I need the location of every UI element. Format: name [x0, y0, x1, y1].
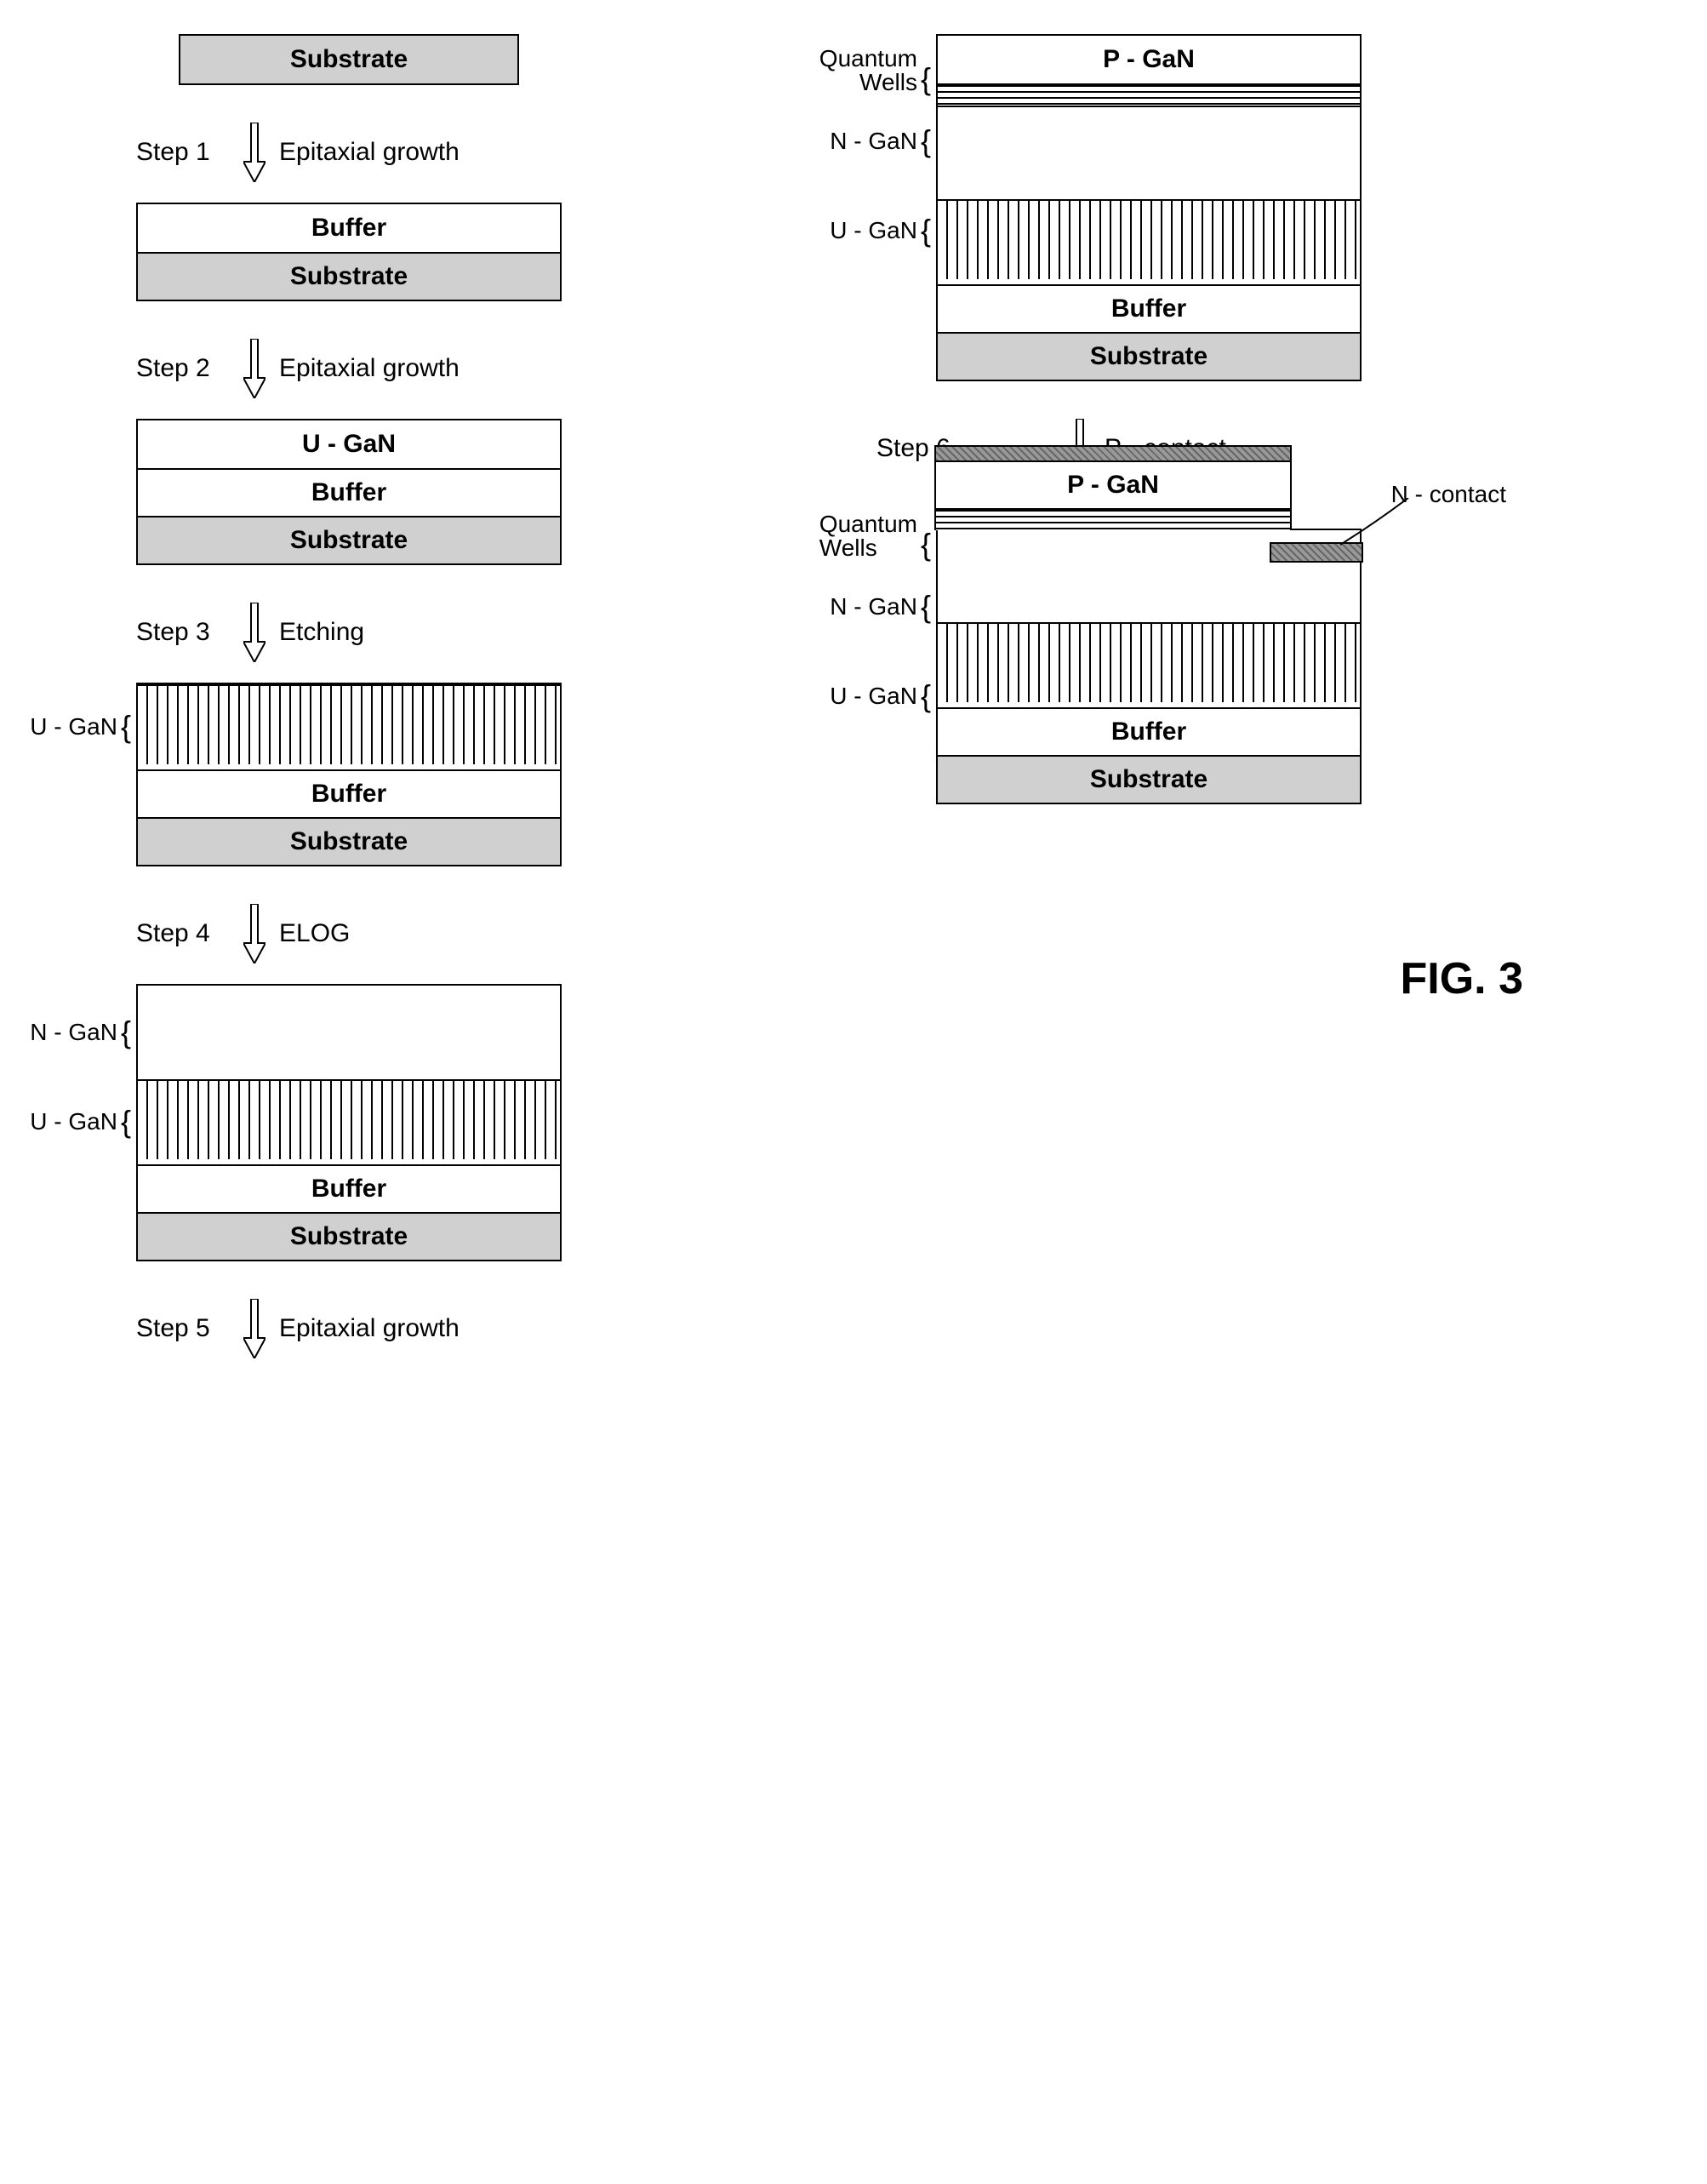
layer-qw	[938, 83, 1360, 106]
layer-label: Buffer	[311, 1175, 386, 1203]
side-label-qw: Quantum Wells	[819, 512, 917, 560]
stage-1: Substrate Buffer	[26, 203, 774, 301]
layer-ugan-nano	[138, 684, 560, 769]
layer-label: Substrate	[290, 827, 408, 856]
layer-label: Buffer	[311, 214, 386, 243]
layer-label: Substrate	[290, 1222, 408, 1251]
side-label-ugan: U - GaN	[30, 1108, 117, 1135]
action-label: Epitaxial growth	[279, 138, 460, 167]
left-column: Substrate Step 1 Epitaxial growth Substr…	[26, 34, 774, 1379]
layer-label: P - GaN	[1103, 45, 1195, 74]
action-label: Epitaxial growth	[279, 1314, 460, 1343]
layer-pgan: P - GaN	[936, 460, 1290, 508]
stage-3: U - GaN{ Substrate Buffer	[26, 683, 774, 866]
layer-label: Buffer	[1111, 718, 1186, 746]
step-label: Step 4	[136, 919, 230, 948]
brace-icon: {	[917, 529, 931, 560]
stage-5: Quantum Wells{ N - GaN{ U - GaN{ Substra…	[808, 34, 1557, 381]
arrow-step-2: Step 2 Epitaxial growth	[136, 339, 774, 398]
layer-pgan: P - GaN	[938, 36, 1360, 83]
step-label: Step 5	[136, 1314, 230, 1343]
brace-icon: {	[117, 712, 131, 742]
layer-substrate: Substrate	[180, 36, 517, 83]
brace-icon: {	[917, 64, 931, 94]
layer-substrate: Substrate	[138, 1212, 560, 1260]
layer-label: Substrate	[1090, 342, 1207, 371]
brace-icon: {	[117, 1017, 131, 1048]
ncontact-leader: N - contact	[1391, 481, 1506, 508]
layer-substrate: Substrate	[138, 252, 560, 300]
layer-ugan-nano	[138, 1079, 560, 1164]
brace-icon: {	[917, 215, 931, 246]
side-label-ugan: U - GaN	[830, 217, 917, 244]
layer-buffer: Buffer	[938, 707, 1360, 755]
layer-buffer: Buffer	[138, 1164, 560, 1212]
brace-icon: {	[917, 126, 931, 157]
layer-label: Substrate	[290, 45, 408, 74]
down-arrow-icon	[243, 904, 265, 963]
step-label: Step 3	[136, 618, 230, 647]
layer-substrate: Substrate	[938, 332, 1360, 380]
side-label-ugan: U - GaN	[830, 683, 917, 710]
layer-substrate: Substrate	[138, 817, 560, 865]
arrow-step-4: Step 4 ELOG	[136, 904, 774, 963]
down-arrow-icon	[243, 123, 265, 182]
action-label: Epitaxial growth	[279, 354, 460, 383]
down-arrow-icon	[243, 603, 265, 662]
layer-ngan	[938, 106, 1360, 199]
side-label-ngan: N - GaN	[30, 1019, 117, 1046]
layer-buffer: Buffer	[138, 468, 560, 516]
right-column: Quantum Wells{ N - GaN{ U - GaN{ Substra…	[808, 34, 1557, 1379]
step-label: Step 1	[136, 138, 230, 167]
side-label-qw: Quantum Wells	[819, 47, 917, 94]
layer-substrate: Substrate	[938, 755, 1360, 803]
layer-pcontact	[936, 447, 1290, 460]
step-label: Step 2	[136, 354, 230, 383]
down-arrow-icon	[243, 1299, 265, 1358]
layer-buffer: Buffer	[138, 204, 560, 252]
figure-3: Substrate Step 1 Epitaxial growth Substr…	[26, 34, 1557, 1379]
side-label-ugan: U - GaN	[30, 713, 117, 740]
arrow-step-1: Step 1 Epitaxial growth	[136, 123, 774, 182]
stage-2: Substrate Buffer U - GaN	[26, 419, 774, 565]
layer-buffer: Buffer	[138, 769, 560, 817]
layer-label: U - GaN	[302, 430, 396, 459]
layer-label: Substrate	[1090, 765, 1207, 794]
layer-qw	[936, 508, 1290, 530]
layer-label: P - GaN	[1067, 471, 1159, 500]
layer-substrate: Substrate	[138, 516, 560, 563]
down-arrow-icon	[243, 339, 265, 398]
layer-ngan	[138, 986, 560, 1079]
layer-label: Substrate	[290, 262, 408, 291]
arrow-step-5: Step 5 Epitaxial growth	[136, 1299, 774, 1358]
layer-buffer: Buffer	[938, 284, 1360, 332]
layer-ugan-nano	[938, 199, 1360, 284]
side-label-ngan: N - GaN	[830, 128, 917, 155]
stage-4: N - GaN{ U - GaN{ Substrate Buffer	[26, 984, 774, 1261]
action-label: ELOG	[279, 919, 350, 948]
layer-label: Buffer	[311, 478, 386, 507]
layer-label: Buffer	[1111, 294, 1186, 323]
brace-icon: {	[917, 681, 931, 712]
layer-ugan-nano	[938, 622, 1360, 707]
leader-line-icon	[1340, 498, 1417, 557]
stage-6: Quantum Wells{ N - GaN{ U - GaN{ Substra…	[808, 499, 1557, 834]
layer-label: Buffer	[311, 780, 386, 809]
brace-icon: {	[917, 592, 931, 622]
arrow-step-3: Step 3 Etching	[136, 603, 774, 662]
figure-label: FIG. 3	[808, 953, 1523, 1004]
stage-0: Substrate	[26, 34, 774, 85]
brace-icon: {	[117, 1106, 131, 1137]
action-label: Etching	[279, 618, 364, 647]
side-label-ngan: N - GaN	[830, 593, 917, 620]
layer-ugan: U - GaN	[138, 420, 560, 468]
layer-label: Substrate	[290, 526, 408, 555]
